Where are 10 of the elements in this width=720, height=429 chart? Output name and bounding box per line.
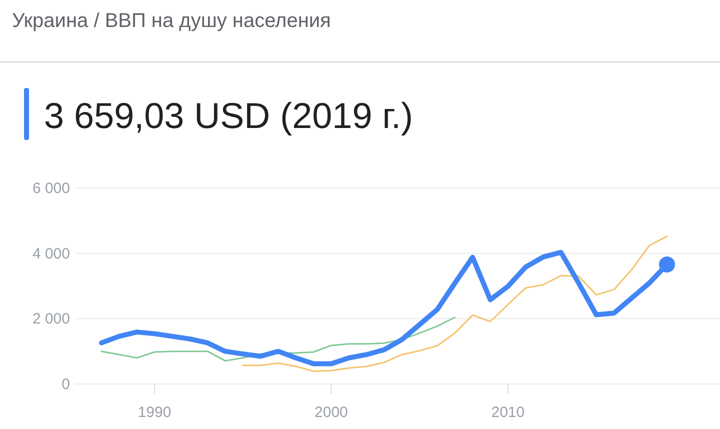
text: 3 659,03 USD (2019 г.) [44,95,413,136]
y-tick-label: 4 000 [32,245,70,262]
y-tick-label: 0 [62,376,70,393]
y-tick-label: 2 000 [32,310,70,328]
line-series [242,236,668,372]
x-tick-label: 1990 [138,404,172,421]
y-tick-label: 6 000 [32,180,70,197]
x-tick-label: 2000 [314,404,348,421]
x-tick-label: 2010 [491,404,525,421]
chart-title: Украина / ВВП на душу населения [12,10,331,32]
